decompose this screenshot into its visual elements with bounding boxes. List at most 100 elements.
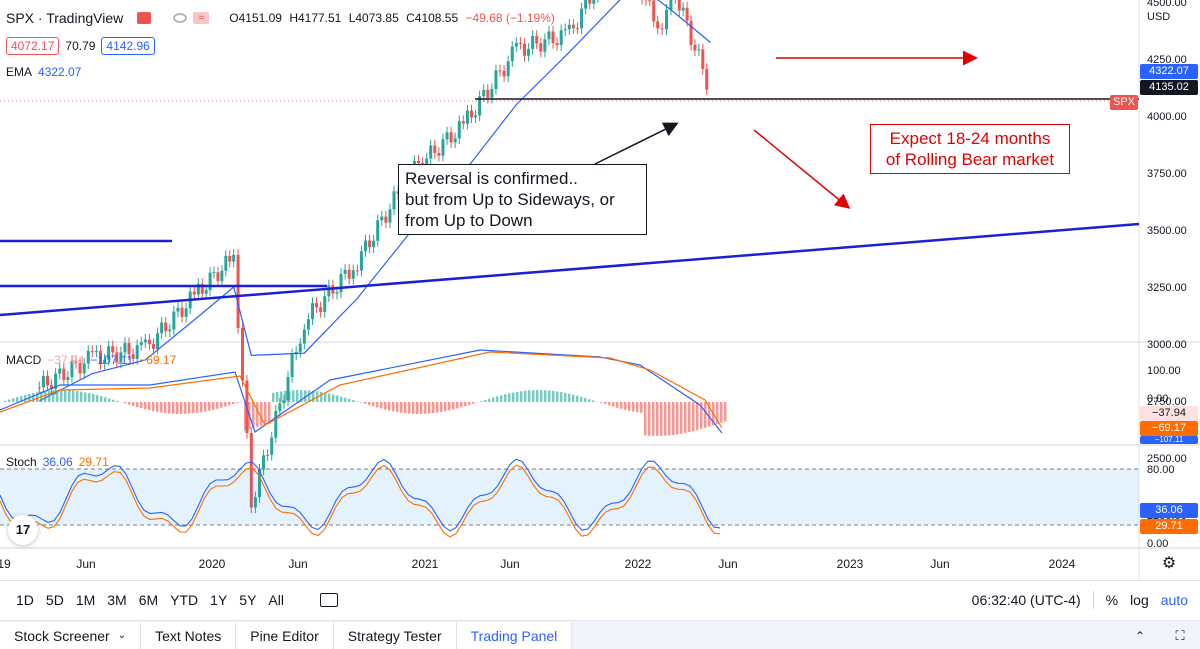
candle-body xyxy=(551,31,555,44)
tf-1d[interactable]: 1D xyxy=(16,591,34,608)
red-arrow-down xyxy=(753,129,851,209)
tab-strategy-tester[interactable]: Strategy Tester xyxy=(333,622,457,649)
macd-tick-label: 100.00 xyxy=(1147,365,1181,377)
alert-icon[interactable] xyxy=(137,12,152,24)
maximize-icon[interactable]: ⛶ xyxy=(1175,627,1185,643)
candle-body xyxy=(253,497,257,508)
macd-histogram-bar xyxy=(484,399,487,402)
macd-histogram-bar xyxy=(552,390,555,402)
go-to-date-icon[interactable] xyxy=(319,592,338,607)
macd-signal-value: −69.17 xyxy=(139,353,177,367)
clock-display[interactable]: 06:32:40 (UTC-4) xyxy=(971,592,1081,608)
tradingview-logo[interactable]: 17 xyxy=(8,515,38,545)
candle-body xyxy=(241,327,244,381)
candle-body xyxy=(315,303,319,308)
macd-histogram-bar xyxy=(548,390,551,402)
time-tick-label: 2024 xyxy=(1049,557,1076,571)
log-toggle[interactable]: log xyxy=(1130,592,1149,608)
chart-area[interactable]: 4750.004500.004250.004000.003750.003500.… xyxy=(0,0,1200,580)
tf-5y[interactable]: 5Y xyxy=(239,591,257,608)
candle-body xyxy=(278,403,282,411)
macd-histogram-bar xyxy=(188,402,191,414)
percent-toggle[interactable]: % xyxy=(1105,592,1119,608)
chevron-down-icon[interactable]: ⌄ xyxy=(117,630,127,641)
price-tick-label: 4000.00 xyxy=(1147,111,1187,123)
macd-histogram-bar xyxy=(360,402,363,403)
bear-market-annotation[interactable]: Expect 18-24 months of Rolling Bear mark… xyxy=(870,124,1070,174)
collapse-icon[interactable]: ⌃ xyxy=(1134,628,1146,643)
candle-body xyxy=(482,89,486,97)
candle-body xyxy=(172,311,176,330)
sell-price-button[interactable]: 4072.17 xyxy=(6,37,60,55)
ema-label[interactable]: EMA xyxy=(6,65,33,79)
tf-6m[interactable]: 6M xyxy=(138,591,159,608)
candle-body xyxy=(355,270,359,272)
tab-trading-panel[interactable]: Trading Panel xyxy=(456,622,573,649)
tf-ytd[interactable]: YTD xyxy=(170,591,199,608)
macd-histogram-bar xyxy=(464,402,467,407)
macd-histogram-bar xyxy=(564,392,567,402)
macd-histogram-bar xyxy=(272,392,275,402)
macd-histogram-bar xyxy=(80,391,83,402)
candle-body xyxy=(522,43,526,56)
tf-all[interactable]: All xyxy=(268,591,284,608)
macd-histogram-bar xyxy=(684,402,687,434)
reversal-line-2: but from Up to Sideways, or xyxy=(405,190,615,209)
candle-body xyxy=(339,273,343,293)
tab-text-notes-label: Text Notes xyxy=(155,627,222,644)
macd-histogram-bar xyxy=(416,402,419,414)
candle-body xyxy=(302,329,306,344)
low-value: L4073.85 xyxy=(348,11,399,25)
macd-histogram-bar xyxy=(560,392,563,402)
macd-signal-line xyxy=(0,351,723,429)
candle-body xyxy=(437,152,441,156)
tab-stock-screener[interactable]: Stock Screener ⌄ xyxy=(0,622,142,649)
gear-icon[interactable]: ⚙ xyxy=(1161,555,1177,572)
reversal-annotation[interactable]: Reversal is confirmed.. but from Up to S… xyxy=(398,164,647,235)
candle-body xyxy=(266,454,270,456)
eye-icon[interactable] xyxy=(173,13,188,23)
tab-text-notes[interactable]: Text Notes xyxy=(141,622,237,649)
macd-histogram-bar xyxy=(708,402,711,427)
macd-histogram-bar xyxy=(628,402,631,411)
compare-icon[interactable]: ≈ xyxy=(193,12,210,24)
macd-histogram-bar xyxy=(468,402,471,405)
candle-body xyxy=(559,30,563,46)
candle-body xyxy=(563,29,567,31)
macd-histogram-bar xyxy=(44,391,47,402)
macd-histogram-bar xyxy=(320,391,323,402)
tf-1m[interactable]: 1M xyxy=(75,591,96,608)
price-tick-label: 3750.00 xyxy=(1147,168,1187,180)
price-tick-label: 3500.00 xyxy=(1147,225,1187,237)
tf-1y[interactable]: 1Y xyxy=(210,591,228,608)
macd-histogram-bar xyxy=(232,402,235,405)
candle-body xyxy=(347,269,351,279)
macd-hist-value: −37.94 xyxy=(47,353,85,367)
macd-histogram-bar xyxy=(652,402,655,436)
price-chart[interactable]: 4750.004500.004250.004000.003750.003500.… xyxy=(0,0,1200,580)
candle-body xyxy=(62,368,66,381)
macd-histogram-bar xyxy=(528,390,531,402)
macd-histogram-bar xyxy=(600,402,603,403)
macd-histogram-bar xyxy=(64,390,67,402)
tab-pine-editor[interactable]: Pine Editor xyxy=(236,622,334,649)
tf-3m[interactable]: 3M xyxy=(107,591,127,608)
macd-histogram-bar xyxy=(648,402,651,436)
stoch-tick-label: 80.00 xyxy=(1147,464,1175,476)
macd-histogram-bar xyxy=(324,392,327,402)
auto-toggle[interactable]: auto xyxy=(1160,592,1188,608)
time-tick-label: Jun xyxy=(288,557,307,571)
candle-body xyxy=(648,0,652,2)
macd-histogram-bar xyxy=(264,402,267,425)
macd-histogram-bar xyxy=(208,402,211,411)
macd-histogram-bar xyxy=(292,390,295,402)
buy-price-button[interactable]: 4142.96 xyxy=(101,37,155,55)
candle-body xyxy=(257,469,261,498)
tf-5d[interactable]: 5D xyxy=(45,591,64,608)
stoch-label[interactable]: Stoch xyxy=(6,455,37,469)
macd-histogram-bar xyxy=(520,391,523,402)
macd-histogram-bar xyxy=(556,391,559,402)
macd-label[interactable]: MACD xyxy=(6,353,42,367)
candle-body xyxy=(416,160,420,164)
candle-body xyxy=(380,216,384,221)
